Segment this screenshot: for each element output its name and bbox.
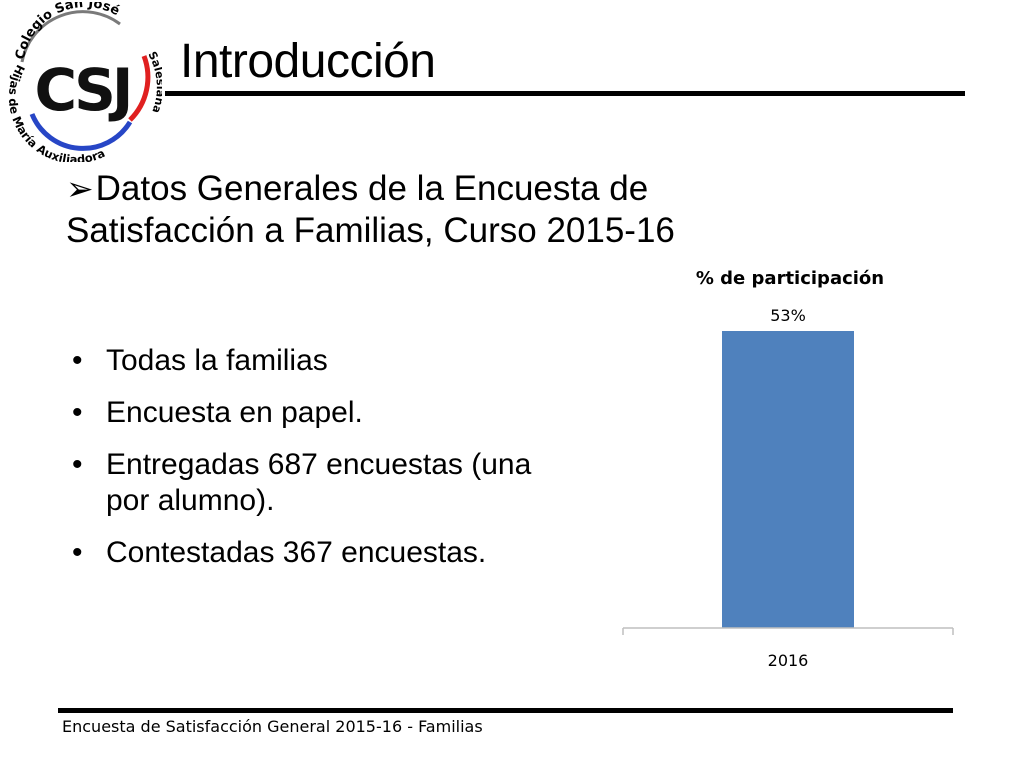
bullet-list: • Todas la familias • Encuesta en papel.…	[72, 343, 552, 587]
bullet-item: • Todas la familias	[72, 343, 552, 379]
section-heading-text: Datos Generales de la Encuesta de Satisf…	[66, 169, 675, 250]
title-underline	[165, 91, 965, 96]
bullet-item: • Entregadas 687 encuestas (una por alum…	[72, 447, 552, 519]
logo-monogram: CSJ	[35, 56, 130, 124]
x-tick-label: 2016	[768, 651, 809, 670]
school-logo: Colegio San José Hijas de María Auxiliad…	[2, 2, 162, 162]
bullet-dot-icon: •	[72, 448, 83, 481]
participation-chart: % de participación 53% 2016	[622, 268, 954, 670]
bar-2016	[722, 331, 854, 628]
bullet-text: Todas la familias	[106, 344, 328, 377]
bullet-dot-icon: •	[72, 344, 83, 377]
svg-text:Colegio San José: Colegio San José	[13, 2, 122, 61]
logo-blue-arc	[29, 113, 133, 151]
section-heading: ➢Datos Generales de la Encuesta de Satis…	[66, 168, 786, 252]
slide-title: Introducción	[180, 35, 436, 88]
chart-title: % de participación	[696, 268, 884, 289]
bullet-text: Entregadas 687 encuestas (una por alumno…	[106, 448, 532, 517]
footer-text: Encuesta de Satisfacción General 2015-16…	[62, 717, 483, 736]
logo-gray-arc	[20, 10, 121, 63]
logo-top-text: Colegio San José	[13, 2, 122, 61]
footer-rule	[58, 708, 953, 713]
bullet-text: Encuesta en papel.	[106, 396, 363, 429]
bullet-item: • Encuesta en papel.	[72, 395, 552, 431]
arrow-bullet-icon: ➢	[66, 170, 94, 207]
data-label: 53%	[770, 306, 806, 325]
bullet-text: Contestadas 367 encuestas.	[106, 536, 487, 569]
bullet-item: • Contestadas 367 encuestas.	[72, 535, 552, 571]
bullet-dot-icon: •	[72, 396, 83, 429]
logo-red-arc	[128, 55, 151, 122]
bullet-dot-icon: •	[72, 536, 83, 569]
